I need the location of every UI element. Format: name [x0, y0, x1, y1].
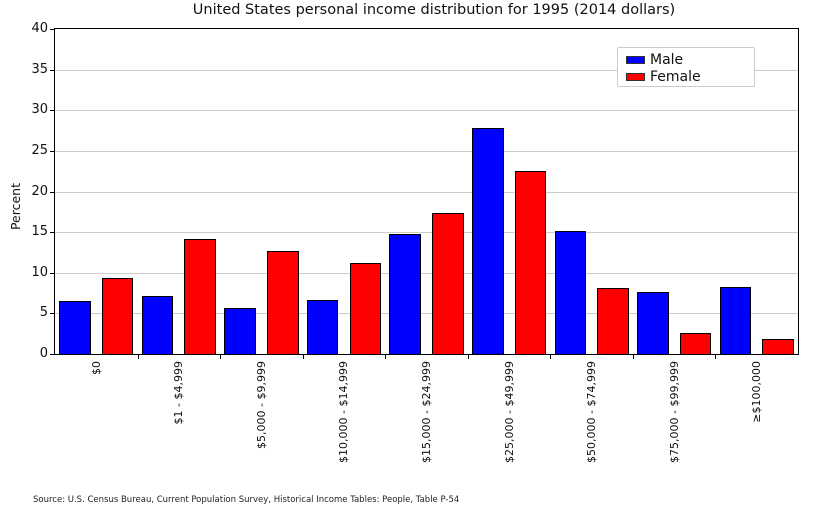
legend-label-male: Male — [650, 51, 684, 68]
y-tick-mark-5 — [50, 313, 54, 315]
bar-female-1 — [184, 239, 217, 354]
gridline-5 — [55, 313, 798, 315]
y-tick-mark-25 — [50, 150, 54, 152]
male-color-swatch — [626, 55, 645, 64]
y-tick-label-10: 10 — [31, 264, 48, 280]
source-note: Source: U.S. Census Bureau, Current Popu… — [33, 495, 460, 505]
bar-male-1 — [141, 296, 174, 354]
gridline-20 — [55, 191, 798, 193]
x-tick-mark-2 — [220, 355, 222, 359]
y-tick-mark-20 — [50, 191, 54, 193]
y-tick-mark-0 — [50, 354, 54, 355]
legend: Male Female — [617, 47, 755, 87]
y-tick-mark-15 — [50, 232, 54, 234]
x-tick-mark-5 — [467, 355, 469, 359]
gridline-25 — [55, 150, 798, 152]
bar-male-7 — [637, 292, 669, 354]
x-tick-label-6: $50,000 - $74,999 — [585, 361, 599, 463]
bar-female-5 — [514, 171, 547, 354]
y-tick-label-20: 20 — [31, 183, 48, 199]
x-tick-label-5: $25,000 - $49,999 — [502, 361, 516, 463]
bar-male-2 — [224, 307, 256, 354]
x-tick-mark-3 — [302, 355, 304, 359]
y-tick-mark-30 — [50, 110, 54, 112]
bar-male-6 — [554, 231, 587, 354]
bar-male-0 — [59, 301, 91, 354]
x-tick-mark-6 — [550, 355, 552, 359]
gridline-35 — [55, 69, 798, 71]
gridline-15 — [55, 232, 798, 234]
x-tick-label-0: $0 — [89, 361, 103, 375]
x-tick-label-1: $1 - $4,999 — [172, 361, 186, 425]
x-tick-label-7: $75,000 - $99,999 — [667, 361, 681, 463]
y-tick-mark-35 — [50, 69, 54, 71]
y-tick-label-0: 0 — [39, 346, 48, 361]
chart-title: United States personal income distributi… — [192, 2, 676, 18]
y-tick-label-15: 15 — [31, 224, 48, 240]
y-tick-mark-40 — [50, 29, 54, 30]
y-tick-label-30: 30 — [31, 102, 48, 118]
x-tick-mark-4 — [385, 355, 387, 359]
y-tick-label-40: 40 — [31, 21, 48, 36]
bar-female-0 — [101, 277, 134, 354]
bar-male-8 — [719, 286, 752, 354]
bar-male-5 — [471, 128, 504, 354]
x-tick-mark-7 — [632, 355, 634, 359]
bar-female-8 — [762, 339, 794, 354]
y-tick-label-35: 35 — [31, 61, 48, 77]
bar-female-7 — [679, 332, 712, 354]
gridline-10 — [55, 272, 798, 274]
bar-female-3 — [349, 263, 382, 354]
legend-item-female: Female — [626, 68, 746, 85]
bar-female-6 — [597, 288, 629, 354]
y-tick-label-25: 25 — [31, 142, 48, 158]
x-tick-mark-8 — [715, 355, 717, 359]
x-tick-label-3: $10,000 - $14,999 — [337, 361, 351, 463]
bar-male-3 — [306, 300, 339, 354]
legend-label-female: Female — [650, 68, 701, 85]
x-tick-mark-1 — [137, 355, 139, 359]
bar-female-2 — [267, 250, 299, 354]
bar-male-4 — [389, 233, 422, 354]
female-color-swatch — [626, 72, 645, 81]
x-tick-label-4: $15,000 - $24,999 — [420, 361, 433, 463]
bar-female-4 — [432, 213, 464, 354]
y-tick-mark-10 — [50, 272, 54, 274]
x-tick-label-8: ≥$100,000 — [750, 361, 764, 423]
y-tick-label-5: 5 — [39, 305, 48, 321]
x-tick-label-2: $5,000 - $9,999 — [254, 361, 268, 449]
gridline-30 — [55, 110, 798, 112]
legend-item-male: Male — [626, 51, 746, 68]
